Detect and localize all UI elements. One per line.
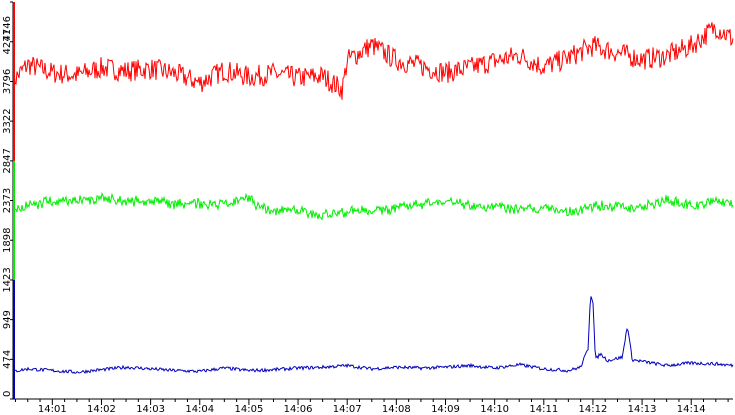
x-tick-label: 14:13 xyxy=(628,404,657,415)
x-tick-label: 14:02 xyxy=(87,404,116,415)
y-tick-label: 2847 xyxy=(2,148,13,173)
y-tick-label: 0 xyxy=(2,391,13,397)
x-tick-label: 14:12 xyxy=(579,404,608,415)
x-tick-label: 14:07 xyxy=(333,404,362,415)
series-line-1 xyxy=(12,22,734,100)
y-tick-label: 3322 xyxy=(2,108,13,133)
x-tick-labels: 14:01 14:02 14:03 14:04 14:05 14:06 14:07 14:08… xyxy=(14,399,729,415)
y-tick-label: 1423 xyxy=(2,267,13,292)
series-line-3 xyxy=(12,296,734,375)
x-tick-label: 14:14 xyxy=(677,404,706,415)
series-line-2 xyxy=(12,191,734,221)
x-tick-label: 14:04 xyxy=(185,404,214,415)
y-tick-label: 4271 xyxy=(2,29,13,54)
x-tick-label: 14:05 xyxy=(234,404,263,415)
x-tick-label: 14:06 xyxy=(284,404,313,415)
x-tick-label: 14:09 xyxy=(431,404,460,415)
x-tick-label: 14:10 xyxy=(480,404,509,415)
y-tick-label: 949 xyxy=(2,310,13,329)
y-tick-label: 3796 xyxy=(2,69,13,94)
y-tick-label: 1898 xyxy=(2,228,13,253)
x-tick-label: 14:11 xyxy=(529,404,558,415)
y-tick-label: 2373 xyxy=(2,188,13,213)
y-tick-label: 4746 xyxy=(2,16,13,41)
series-layer xyxy=(12,22,734,375)
x-tick-label: 14:01 xyxy=(38,404,67,415)
x-tick-label: 14:03 xyxy=(136,404,165,415)
y-tick-label: 474 xyxy=(2,350,13,369)
x-tick-label: 14:08 xyxy=(382,404,411,415)
